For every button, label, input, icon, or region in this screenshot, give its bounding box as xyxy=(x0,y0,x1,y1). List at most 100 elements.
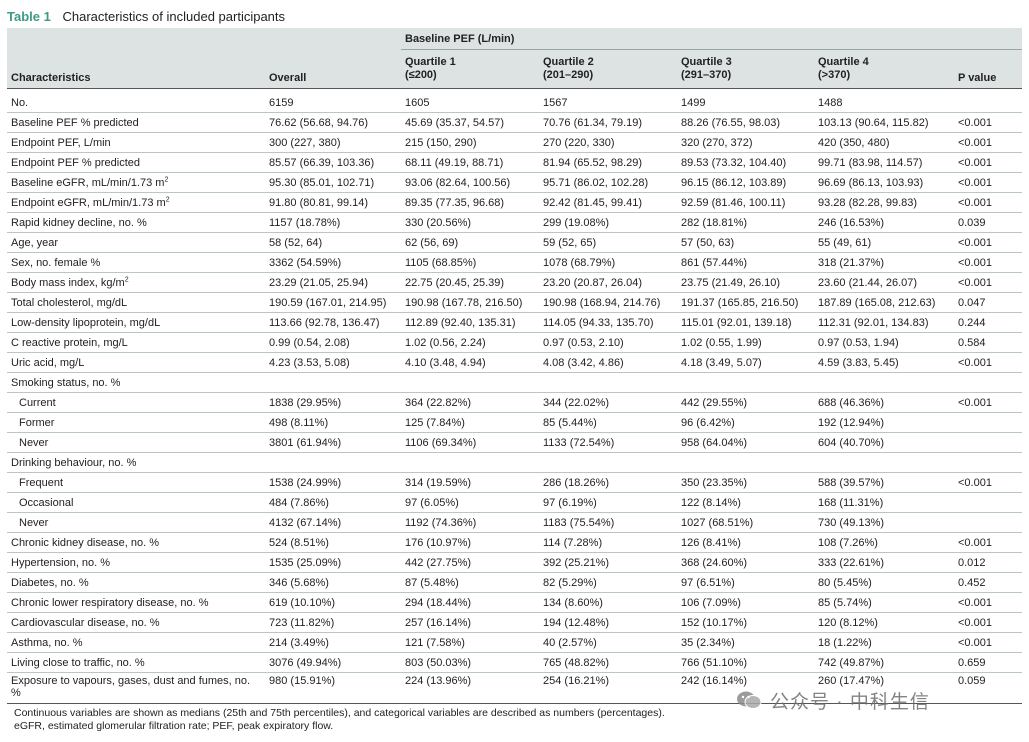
cell-p: <0.001 xyxy=(954,232,1022,253)
cell-q3: 1.02 (0.55, 1.99) xyxy=(677,332,814,353)
cell-q2: 134 (8.60%) xyxy=(539,592,677,613)
cell-q4: 604 (40.70%) xyxy=(814,432,954,453)
cell-q1: 1105 (68.85%) xyxy=(401,252,539,273)
cell-q3: 861 (57.44%) xyxy=(677,252,814,273)
cell-overall: 58 (52, 64) xyxy=(265,232,401,253)
table-notes: Continuous variables are shown as median… xyxy=(14,707,914,733)
cell-overall: 91.80 (80.81, 99.14) xyxy=(265,192,401,213)
cell-overall: 723 (11.82%) xyxy=(265,612,401,633)
cell-q2: 270 (220, 330) xyxy=(539,132,677,153)
cell-overall: 0.99 (0.54, 2.08) xyxy=(265,332,401,353)
table-row: C reactive protein, mg/L 0.99 (0.54, 2.08… xyxy=(7,332,1022,353)
cell-q2: 85 (5.44%) xyxy=(539,412,677,433)
cell-overall: 524 (8.51%) xyxy=(265,532,401,553)
cell-overall: 113.66 (92.78, 136.47) xyxy=(265,312,401,333)
row-label: Never xyxy=(7,512,265,533)
cell-q4: 333 (22.61%) xyxy=(814,552,954,573)
table-title: Characteristics of included participants xyxy=(62,9,286,24)
cell-overall: 190.59 (167.01, 214.95) xyxy=(265,292,401,313)
cell-q4: 55 (49, 61) xyxy=(814,232,954,253)
cell-p: 0.659 xyxy=(954,652,1022,673)
cell-overall: 1538 (24.99%) xyxy=(265,472,401,493)
cell-q2: 114 (7.28%) xyxy=(539,532,677,553)
row-label: Rapid kidney decline, no. % xyxy=(7,212,265,233)
row-label: Endpoint PEF % predicted xyxy=(7,152,265,173)
cell-q1: 87 (5.48%) xyxy=(401,572,539,593)
row-label: Endpoint eGFR, mL/min/1.73 m2 xyxy=(7,192,265,213)
cell-q4: 120 (8.12%) xyxy=(814,612,954,633)
row-label: Current xyxy=(7,392,265,413)
table-row: Living close to traffic, no. % 3076 (49.9… xyxy=(7,652,1022,673)
row-label: Age, year xyxy=(7,232,265,253)
cell-q1: 1192 (74.36%) xyxy=(401,512,539,533)
cell-q3 xyxy=(677,452,814,473)
table-row: Uric acid, mg/L 4.23 (3.53, 5.08) 4.10 (3.… xyxy=(7,352,1022,373)
cell-q1: 1.02 (0.56, 2.24) xyxy=(401,332,539,353)
table-row: Drinking behaviour, no. % xyxy=(7,452,1022,473)
cell-q2: 392 (25.21%) xyxy=(539,552,677,573)
cell-overall: 4.23 (3.53, 5.08) xyxy=(265,352,401,373)
cell-overall: 619 (10.10%) xyxy=(265,592,401,613)
cell-q4: 246 (16.53%) xyxy=(814,212,954,233)
row-label: Diabetes, no. % xyxy=(7,572,265,593)
cell-q3: 191.37 (165.85, 216.50) xyxy=(677,292,814,313)
cell-p: <0.001 xyxy=(954,152,1022,173)
cell-overall: 76.62 (56.68, 94.76) xyxy=(265,112,401,133)
cell-q1: 121 (7.58%) xyxy=(401,632,539,653)
table-row: Hypertension, no. % 1535 (25.09%) 442 (27.… xyxy=(7,552,1022,573)
cell-q4: 103.13 (90.64, 115.82) xyxy=(814,112,954,133)
cell-q1: 125 (7.84%) xyxy=(401,412,539,433)
cell-p xyxy=(954,412,1022,433)
row-label: Exposure to vapours, gases, dust and fum… xyxy=(7,672,265,704)
row-label: Smoking status, no. % xyxy=(7,372,265,393)
cell-q3: 1499 xyxy=(677,88,814,113)
cell-p xyxy=(954,88,1022,113)
cell-q1: 190.98 (167.78, 216.50) xyxy=(401,292,539,313)
table-row: Never 3801 (61.94%) 1106 (69.34%) 1133 (72.… xyxy=(7,432,1022,453)
cell-q4: 96.69 (86.13, 103.93) xyxy=(814,172,954,193)
table-row: Baseline PEF % predicted 76.62 (56.68, 94… xyxy=(7,112,1022,133)
row-label: Chronic kidney disease, no. % xyxy=(7,532,265,553)
cell-q1: 1106 (69.34%) xyxy=(401,432,539,453)
cell-q3: 97 (6.51%) xyxy=(677,572,814,593)
cell-q3: 766 (51.10%) xyxy=(677,652,814,673)
cell-q3: 126 (8.41%) xyxy=(677,532,814,553)
col-quartile-3: Quartile 3 (291–370) xyxy=(677,49,814,89)
cell-overall: 1157 (18.78%) xyxy=(265,212,401,233)
cell-p: <0.001 xyxy=(954,132,1022,153)
table-row: Endpoint PEF, L/min 300 (227, 380) 215 (15… xyxy=(7,132,1022,153)
table-row: Current 1838 (29.95%) 364 (22.82%) 344 (22.… xyxy=(7,392,1022,413)
cell-p: <0.001 xyxy=(954,472,1022,493)
cell-p: <0.001 xyxy=(954,632,1022,653)
cell-q4: 23.60 (21.44, 26.07) xyxy=(814,272,954,293)
cell-p xyxy=(954,512,1022,533)
cell-q2: 97 (6.19%) xyxy=(539,492,677,513)
table-row: Low-density lipoprotein, mg/dL 113.66 (92… xyxy=(7,312,1022,333)
cell-p: <0.001 xyxy=(954,352,1022,373)
characteristics-table: Baseline PEF (L/min) Characteristics Ove… xyxy=(7,28,1022,704)
cell-q4: 260 (17.47%) xyxy=(814,672,954,704)
cell-q2: 299 (19.08%) xyxy=(539,212,677,233)
cell-p: 0.059 xyxy=(954,672,1022,704)
cell-q2: 1567 xyxy=(539,88,677,113)
cell-q3: 88.26 (76.55, 98.03) xyxy=(677,112,814,133)
cell-overall: 1838 (29.95%) xyxy=(265,392,401,413)
row-label: Chronic lower respiratory disease, no. % xyxy=(7,592,265,613)
cell-q1: 68.11 (49.19, 88.71) xyxy=(401,152,539,173)
cell-q2: 190.98 (168.94, 214.76) xyxy=(539,292,677,313)
row-label: Former xyxy=(7,412,265,433)
cell-overall: 95.30 (85.01, 102.71) xyxy=(265,172,401,193)
row-label: Never xyxy=(7,432,265,453)
table-row: Occasional 484 (7.86%) 97 (6.05%) 97 (6.19%… xyxy=(7,492,1022,513)
row-label: Drinking behaviour, no. % xyxy=(7,452,265,473)
cell-q1: 803 (50.03%) xyxy=(401,652,539,673)
table-label: Table 1 xyxy=(7,9,51,24)
cell-q1: 314 (19.59%) xyxy=(401,472,539,493)
table-caption: Table 1 Characteristics of included part… xyxy=(7,7,1017,27)
cell-q2: 81.94 (65.52, 98.29) xyxy=(539,152,677,173)
cell-q3: 368 (24.60%) xyxy=(677,552,814,573)
table-row: Endpoint eGFR, mL/min/1.73 m2 91.80 (80.8… xyxy=(7,192,1022,213)
cell-q4: 688 (46.36%) xyxy=(814,392,954,413)
cell-q4: 112.31 (92.01, 134.83) xyxy=(814,312,954,333)
cell-q4: 187.89 (165.08, 212.63) xyxy=(814,292,954,313)
